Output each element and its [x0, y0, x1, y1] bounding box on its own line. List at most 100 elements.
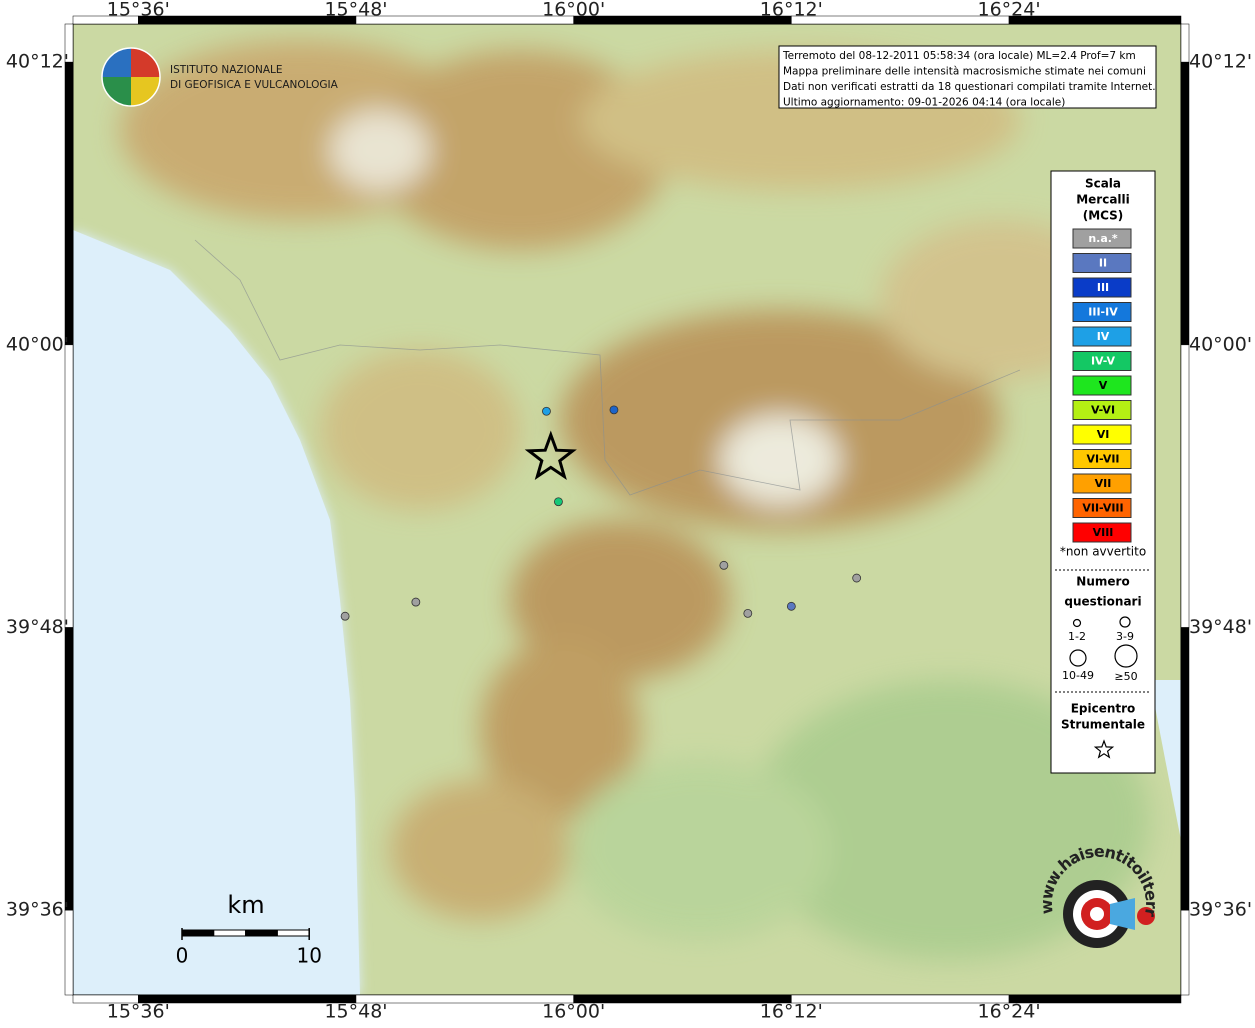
- legend-label: IV: [1097, 330, 1110, 343]
- legend-label: VI-VII: [1086, 453, 1119, 466]
- legend-swatch: [1072, 449, 1132, 469]
- legend-size-symbol: [1114, 644, 1138, 668]
- intensity-point: [340, 611, 350, 621]
- scale-segment: [276, 929, 310, 937]
- info-line: Dati non verificati estratti da 18 quest…: [783, 81, 1156, 93]
- lon-tick-label: 16°12': [760, 1001, 823, 1023]
- legend-label: III: [1097, 281, 1109, 294]
- info-box: Terremoto del 08-12-2011 05:58:34 (ora l…: [778, 45, 1157, 109]
- legend-title: (MCS): [1083, 209, 1124, 223]
- frame-bar: [64, 61, 74, 346]
- legend-size-label: 3-9: [1116, 630, 1134, 643]
- scale-unit: km: [227, 891, 264, 919]
- legend-size-symbol: [1069, 649, 1087, 667]
- scale-segment: [213, 929, 247, 937]
- frame-bar: [573, 994, 792, 1004]
- info-line: Ultimo aggiornamento: 09-01-2026 04:14 (…: [783, 97, 1065, 109]
- frame-bar: [791, 994, 1010, 1004]
- lon-tick-label: 16°00': [542, 1001, 605, 1023]
- frame-bar: [1008, 994, 1182, 1004]
- legend-swatch: [1072, 253, 1132, 273]
- frame-bar: [64, 909, 74, 996]
- legend-label: V: [1099, 379, 1108, 392]
- scale-segment: [181, 929, 215, 937]
- lon-tick-label: 15°36': [107, 0, 170, 21]
- intensity-point: [542, 406, 551, 416]
- legend-swatch: [1072, 522, 1132, 543]
- lat-tick-label: 39°48': [6, 616, 69, 638]
- legend-count-title: questionari: [1064, 595, 1141, 609]
- lat-tick-label: 40°12': [1189, 51, 1252, 73]
- legend-swatch: [1072, 326, 1132, 347]
- lon-tick-label: 16°12': [760, 0, 823, 21]
- intensity-point: [786, 601, 796, 611]
- intensity-point: [743, 608, 753, 618]
- legend-size-label: 10-49: [1062, 669, 1094, 682]
- intensity-point: [554, 497, 563, 507]
- logo: ISTITUTO NAZIONALE DI GEOFISICA E VULCAN…: [101, 47, 339, 107]
- info-line: Terremoto del 08-12-2011 05:58:34 (ora l…: [782, 50, 1136, 62]
- lat-tick-label: 40°00': [1189, 333, 1252, 355]
- frame-bar: [1180, 344, 1190, 628]
- legend-label: VIII: [1093, 526, 1114, 539]
- frame-bar: [1008, 15, 1182, 25]
- legend-swatch: [1072, 375, 1132, 396]
- legend-swatch: [1072, 351, 1132, 371]
- lon-tick-label: 16°24': [977, 0, 1040, 21]
- legend-title: Scala: [1085, 177, 1121, 191]
- scale-label: 10: [296, 944, 321, 968]
- legend-swatch: [1072, 498, 1132, 518]
- legend-size-label: 1-2: [1068, 630, 1086, 643]
- lon-tick-label: 16°00': [542, 0, 605, 21]
- lon-tick-label: 16°24': [977, 1001, 1040, 1023]
- scale-segment: [245, 929, 278, 937]
- lon-tick-label: 15°48': [324, 1001, 387, 1023]
- legend-label: n.a.*: [1088, 232, 1118, 245]
- legend-label: III-IV: [1088, 306, 1118, 319]
- legend-label: VI: [1097, 428, 1110, 441]
- legend: ScalaMercalli(MCS)n.a.*IIIIIIII-IVIVIV-V…: [1050, 170, 1156, 774]
- frame-bar: [355, 15, 574, 25]
- legend-count-title: Numero: [1076, 575, 1129, 589]
- legend-label: VII: [1095, 477, 1112, 490]
- legend-label: IV-V: [1091, 355, 1116, 368]
- legend-swatch: [1072, 302, 1132, 322]
- legend-label: II: [1099, 257, 1107, 270]
- frame-bar: [64, 627, 74, 911]
- legend-star: [1093, 739, 1115, 759]
- frame-bar: [1180, 23, 1190, 63]
- scale-bar: km 0 10: [176, 891, 322, 968]
- lon-tick-label: 15°36': [107, 1001, 170, 1023]
- intensity-point: [719, 560, 729, 570]
- legend-swatch: [1072, 228, 1132, 249]
- lon-tick-label: 15°48': [324, 0, 387, 21]
- legend-size-symbol: [1119, 616, 1131, 628]
- frame-bar: [573, 15, 792, 25]
- frame-bar: [64, 344, 74, 628]
- legend-size-symbol: [1072, 618, 1082, 628]
- lat-tick-label: 39°36': [6, 899, 69, 921]
- frame-bar: [1180, 627, 1190, 911]
- legend-size-label: ≥50: [1114, 670, 1137, 683]
- legend-swatch: [1072, 277, 1132, 298]
- epicenter: [524, 430, 577, 481]
- lat-tick-label: 39°36': [1189, 899, 1252, 921]
- frame-bar: [138, 15, 357, 25]
- lat-tick-label: 40°00': [6, 333, 69, 355]
- terrain: [73, 24, 1181, 995]
- legend-title: Mercalli: [1076, 193, 1130, 207]
- intensity-point: [411, 597, 421, 607]
- legend-label: VII-VIII: [1082, 502, 1123, 515]
- intensity-point: [852, 573, 862, 583]
- frame-bar: [791, 15, 1010, 25]
- scale-label: 0: [176, 944, 189, 968]
- legend-swatch: [1072, 473, 1132, 494]
- legend-swatch: [1072, 400, 1132, 420]
- legend-note: *non avvertito: [1060, 545, 1146, 559]
- lat-tick-label: 39°48': [1189, 616, 1252, 638]
- frame-bar: [1180, 909, 1190, 996]
- frame-bar: [355, 994, 574, 1004]
- frame-bar: [138, 994, 357, 1004]
- legend-swatch: [1072, 424, 1132, 445]
- logo-line: ISTITUTO NAZIONALE: [170, 64, 283, 76]
